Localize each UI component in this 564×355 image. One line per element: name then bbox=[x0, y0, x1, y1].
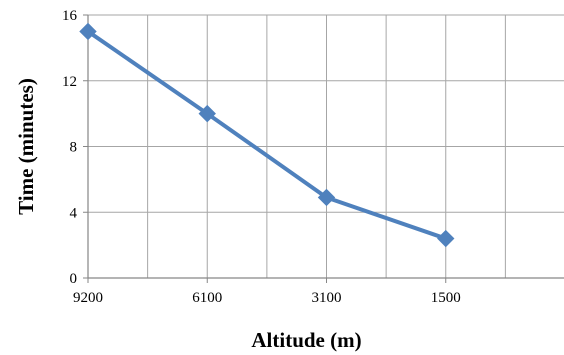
x-axis-title: Altitude (m) bbox=[251, 328, 361, 352]
x-tick-label-1: 6100 bbox=[192, 290, 222, 306]
x-tick-label-3: 1500 bbox=[431, 290, 461, 306]
y-axis-ticks: 0 4 8 12 16 bbox=[62, 8, 88, 287]
series-line-0 bbox=[86, 29, 447, 241]
data-point-0-1 bbox=[198, 104, 216, 123]
data-point-0-2 bbox=[317, 188, 336, 207]
y-axis-title: Time (minutes) bbox=[14, 78, 38, 215]
y-tick-label-4: 16 bbox=[62, 8, 78, 24]
y-tick-label-1: 4 bbox=[70, 205, 78, 221]
data-point-0-3 bbox=[437, 229, 455, 248]
y-tick-label-0: 0 bbox=[70, 271, 78, 287]
x-tick-label-0: 9200 bbox=[73, 290, 103, 306]
y-tick-label-2: 8 bbox=[70, 140, 78, 156]
y-tick-label-3: 12 bbox=[62, 74, 77, 90]
gridlines bbox=[87, 14, 564, 279]
x-axis-ticks: 9200 6100 3100 1500 bbox=[73, 278, 461, 306]
data-point-0-0 bbox=[79, 22, 97, 41]
x-tick-label-2: 3100 bbox=[312, 290, 342, 306]
series-group bbox=[79, 22, 455, 248]
